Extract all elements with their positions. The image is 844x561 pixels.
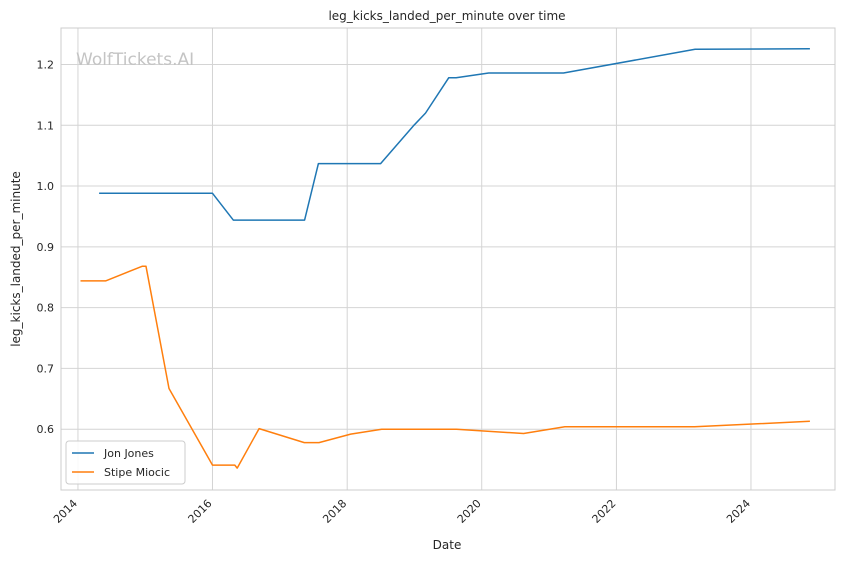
x-tick-label: 2024 [724, 497, 753, 526]
x-tick-label: 2014 [51, 497, 80, 526]
y-tick-label: 1.1 [37, 119, 55, 132]
series-line-jon-jones [99, 47, 810, 221]
x-tick-label: 2018 [320, 497, 349, 526]
x-tick-label: 2022 [590, 497, 619, 526]
grid [61, 28, 835, 490]
legend-label-jon-jones: Jon Jones [103, 447, 154, 460]
y-tick-label: 1.0 [37, 180, 55, 193]
y-tick-label: 0.8 [37, 302, 55, 315]
watermark: WolfTickets.AI [76, 50, 194, 70]
y-tick-label: 0.6 [37, 423, 55, 436]
y-axis-label: leg_kicks_landed_per_minute [9, 171, 23, 347]
series-line-stipe-miocic [80, 265, 810, 469]
series-lines [80, 47, 810, 469]
legend: Jon Jones Stipe Miocic [65, 440, 186, 485]
plot-frame [60, 27, 836, 491]
x-axis-label: Date [433, 538, 462, 552]
x-tick-label: 2020 [455, 497, 484, 526]
legend-label-stipe-miocic: Stipe Miocic [104, 466, 170, 479]
y-tick-label: 0.7 [37, 362, 55, 375]
chart-title: leg_kicks_landed_per_minute over time [328, 9, 565, 23]
legend-frame [65, 440, 186, 485]
y-tick-label: 0.9 [37, 241, 55, 254]
y-tick-label: 1.2 [37, 58, 55, 71]
x-tick-label: 2016 [186, 497, 215, 526]
